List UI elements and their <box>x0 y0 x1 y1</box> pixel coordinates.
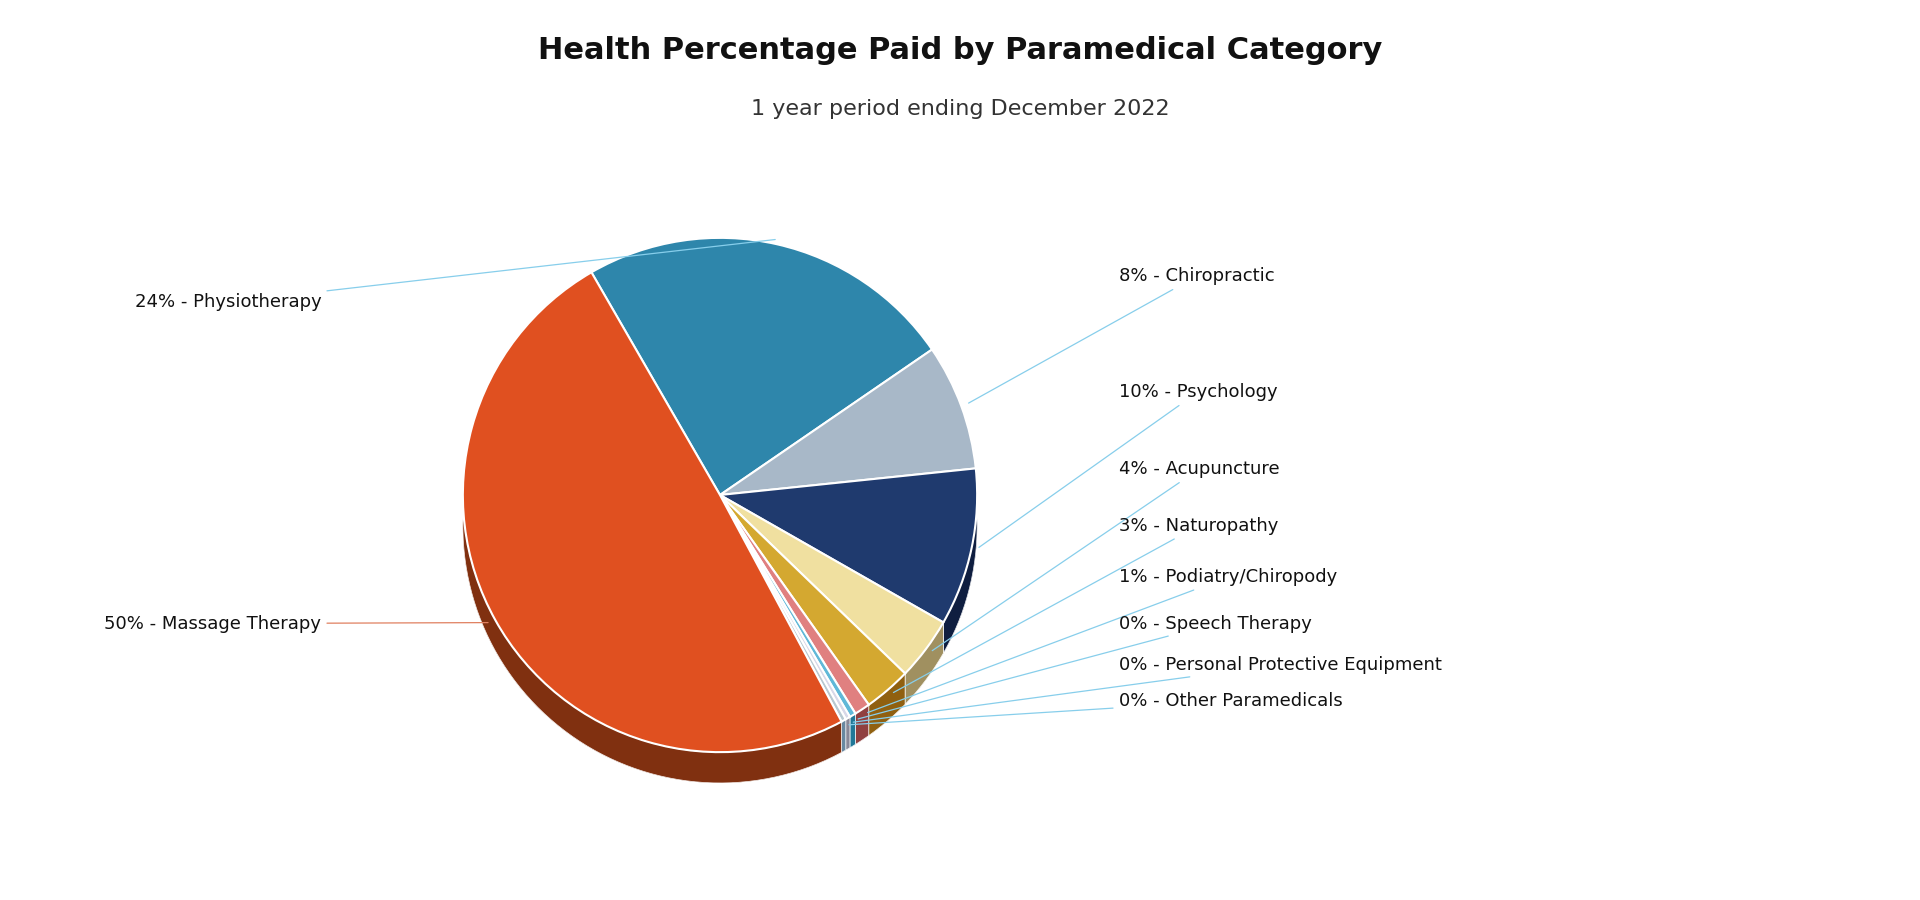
Wedge shape <box>591 238 931 495</box>
Polygon shape <box>943 468 977 653</box>
Text: 0% - Other Paramedicals: 0% - Other Paramedicals <box>849 692 1342 724</box>
Wedge shape <box>720 526 943 705</box>
Wedge shape <box>720 495 868 714</box>
Wedge shape <box>720 495 851 719</box>
Wedge shape <box>720 495 851 719</box>
Polygon shape <box>904 623 943 705</box>
Text: 0% - Personal Protective Equipment: 0% - Personal Protective Equipment <box>852 656 1442 722</box>
Wedge shape <box>720 495 847 722</box>
Polygon shape <box>868 673 904 735</box>
Wedge shape <box>720 495 847 722</box>
Polygon shape <box>851 714 856 748</box>
Wedge shape <box>463 303 841 783</box>
Wedge shape <box>720 495 943 673</box>
Wedge shape <box>720 495 856 717</box>
Wedge shape <box>720 495 904 705</box>
Wedge shape <box>720 495 904 705</box>
Text: 0% - Speech Therapy: 0% - Speech Therapy <box>858 615 1311 719</box>
Polygon shape <box>463 273 841 783</box>
Wedge shape <box>720 495 856 717</box>
Text: 4% - Acupuncture: 4% - Acupuncture <box>933 460 1279 651</box>
Wedge shape <box>720 526 904 735</box>
Polygon shape <box>856 705 868 744</box>
Wedge shape <box>720 495 868 714</box>
Wedge shape <box>720 526 847 752</box>
Wedge shape <box>720 526 868 744</box>
Wedge shape <box>720 500 977 653</box>
Wedge shape <box>720 495 943 673</box>
Polygon shape <box>841 719 847 752</box>
Text: 24% - Physiotherapy: 24% - Physiotherapy <box>134 239 776 311</box>
Polygon shape <box>847 717 851 750</box>
Text: 3% - Naturopathy: 3% - Naturopathy <box>893 517 1279 692</box>
Wedge shape <box>591 238 931 495</box>
Text: 1% - Podiatry/Chiropody: 1% - Podiatry/Chiropody <box>868 568 1336 713</box>
Text: 50% - Massage Therapy: 50% - Massage Therapy <box>104 615 488 633</box>
Wedge shape <box>720 526 856 748</box>
Wedge shape <box>463 273 841 752</box>
Wedge shape <box>720 381 975 526</box>
Wedge shape <box>591 269 931 526</box>
Text: 10% - Psychology: 10% - Psychology <box>979 383 1277 547</box>
Text: 1 year period ending December 2022: 1 year period ending December 2022 <box>751 99 1169 119</box>
Wedge shape <box>463 273 841 752</box>
Wedge shape <box>720 349 975 495</box>
Wedge shape <box>720 349 975 495</box>
Wedge shape <box>720 526 851 750</box>
Wedge shape <box>720 468 977 623</box>
Text: 8% - Chiropractic: 8% - Chiropractic <box>968 267 1275 403</box>
Text: Health Percentage Paid by Paramedical Category: Health Percentage Paid by Paramedical Ca… <box>538 36 1382 65</box>
Wedge shape <box>720 468 977 623</box>
